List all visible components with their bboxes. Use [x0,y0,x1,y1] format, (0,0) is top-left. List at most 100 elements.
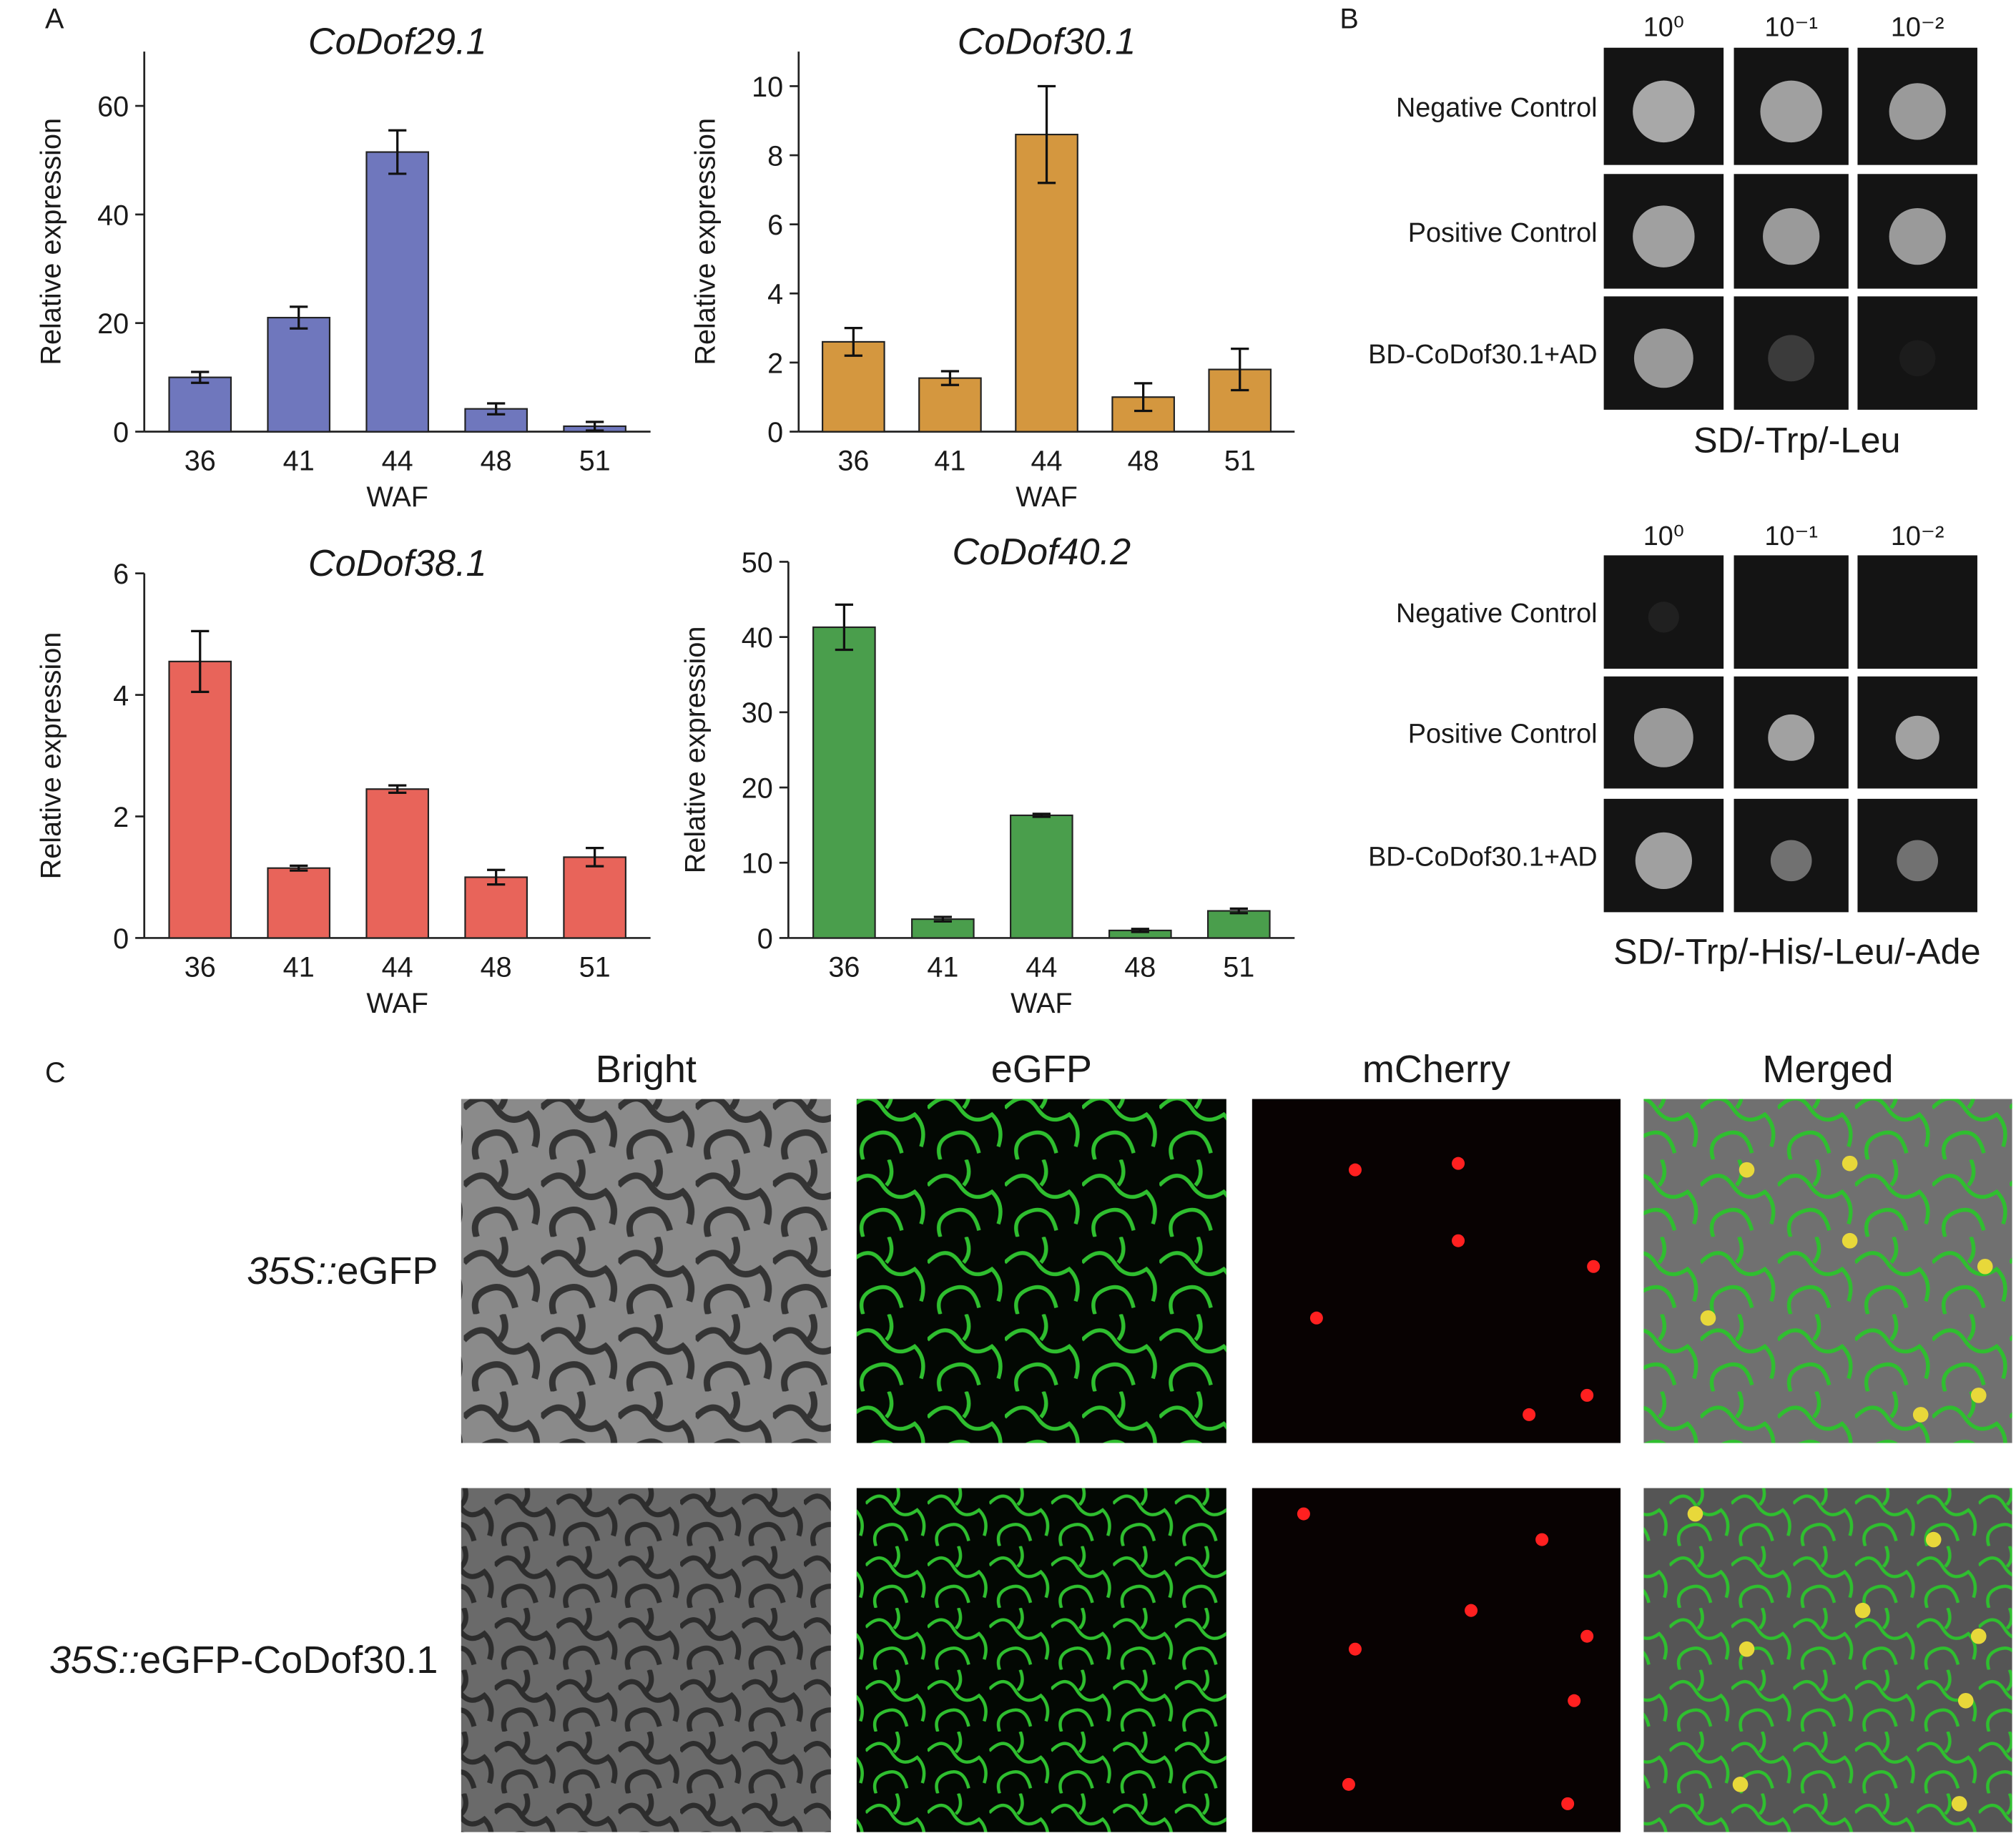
strain-label: BD-CoDof30.1+AD [1368,340,1598,370]
error-bar [586,421,604,432]
promoter: 35S:: [247,1250,337,1292]
error-bar [1229,907,1248,915]
x-tick-label: 48 [481,951,512,983]
strain-label: Positive Control [1408,720,1598,750]
strain-label: Negative Control [1396,599,1598,629]
x-tick-label: 51 [579,446,611,477]
nucleus [1925,1531,1942,1548]
x-axis-label: WAF [1011,988,1073,1019]
bar [365,151,430,433]
x-axis-label: WAF [1016,481,1078,513]
x-tick-label: 36 [837,446,869,477]
dilution-label: 10⁻¹ [1764,521,1818,551]
colony [1648,602,1679,633]
construct-label: 35S::eGFP [247,1250,438,1292]
plate [1734,555,1849,669]
strain-label: BD-CoDof30.1+AD [1368,843,1598,873]
medium-label: SD/-Trp/-His/-Leu/-Ade [1613,931,1981,971]
y-tick-label: 40 [742,622,773,654]
nucleus [1970,1388,1987,1403]
colony [1768,335,1815,382]
nucleus [1587,1260,1600,1273]
x-tick-label: 48 [1128,446,1159,477]
error-bar [290,864,308,872]
chart-title: CoDof38.1 [308,543,487,584]
y-tick-label: 60 [97,91,129,122]
x-tick-label: 41 [934,446,965,477]
bar [563,856,626,939]
error-bar [1131,928,1149,933]
error-bar [290,305,308,330]
mcherry-image [1252,1488,1621,1832]
y-axis-label: Relative expression [36,632,67,880]
colony [1889,83,1946,140]
y-tick-label: 10 [752,72,783,103]
bar [464,876,528,939]
y-tick-label: 30 [742,697,773,729]
x-tick-label: 44 [382,446,413,477]
dilution-label: 10⁻² [1891,521,1944,551]
y-axis-label: Relative expression [690,118,722,365]
chart-title: CoDof40.2 [953,531,1131,573]
x-axis-label: WAF [366,988,428,1019]
error-bar [844,326,862,357]
bar [1010,814,1073,939]
error-bar [1134,382,1153,413]
x-tick-label: 36 [185,951,216,983]
bar [168,376,232,433]
nucleus [1465,1604,1478,1617]
nucleus [1580,1388,1594,1402]
nucleus [1452,1234,1465,1247]
strain-label: Positive Control [1408,218,1598,248]
x-tick-label: 48 [481,446,512,477]
y-tick-label: 10 [742,848,773,880]
x-tick-label: 44 [1026,951,1057,983]
nucleus [1568,1694,1581,1707]
bar [168,660,232,939]
nucleus [1700,1310,1716,1326]
cell-outlines [1643,1099,2012,1443]
x-tick-label: 41 [283,446,315,477]
y-tick-label: 8 [767,140,783,172]
bar [918,377,982,433]
construct-label: 35S::eGFP-CoDof30.1 [49,1639,438,1682]
error-bar [933,915,952,923]
y-tick-label: 0 [767,417,783,448]
error-bar [940,370,960,386]
bar [267,867,331,939]
y-axis-label: Relative expression [36,118,67,365]
dilution-label: 10⁻¹ [1764,13,1818,43]
error-bar [388,784,407,794]
x-tick-label: 41 [927,951,958,983]
x-tick-label: 44 [1031,446,1063,477]
error-bar [487,402,506,416]
nucleus [1854,1602,1871,1619]
cell-outlines [461,1488,831,1832]
nucleus [1951,1796,1967,1812]
chart-title: CoDof30.1 [958,21,1136,63]
nucleus [1561,1797,1575,1810]
promoter: 35S:: [49,1639,139,1682]
colony [1635,832,1692,889]
nucleus [1977,1258,1993,1275]
plate [1603,555,1724,669]
nucleus [1452,1157,1465,1170]
colony [1633,205,1695,267]
nucleus [1842,1155,1858,1172]
column-header: mCherry [1362,1048,1510,1091]
y-tick-label: 6 [113,559,129,590]
nucleus [1523,1408,1536,1421]
y-tick-label: 50 [742,547,773,579]
error-bar [1037,84,1056,185]
error-bar [388,129,407,175]
cell-outlines [856,1488,1226,1832]
column-header: eGFP [991,1048,1092,1091]
colony [1897,840,1939,882]
cell-outlines [1643,1488,2012,1832]
colony [1633,707,1693,767]
x-tick-label: 36 [828,951,860,983]
plate [1857,555,1977,669]
construct: eGFP-CoDof30.1 [139,1639,438,1682]
error-bar [191,370,210,384]
error-bar [191,629,210,693]
